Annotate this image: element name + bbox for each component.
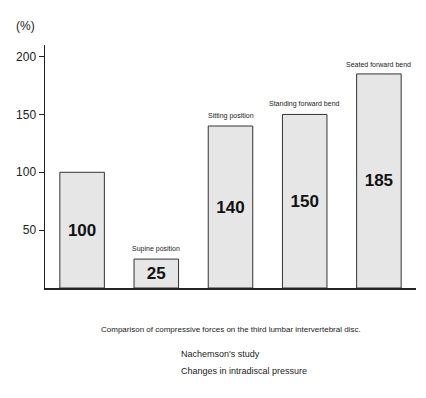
svg-text:Supine position: Supine position bbox=[132, 245, 180, 253]
svg-text:140: 140 bbox=[216, 198, 244, 217]
svg-text:Sitting position: Sitting position bbox=[208, 112, 254, 120]
svg-text:150: 150 bbox=[16, 108, 36, 122]
svg-text:Changes in intradiscal pressur: Changes in intradiscal pressure bbox=[181, 366, 307, 376]
svg-text:185: 185 bbox=[365, 171, 393, 190]
svg-text:150: 150 bbox=[291, 192, 319, 211]
svg-text:Standing forward bend: Standing forward bend bbox=[269, 100, 340, 108]
svg-text:Nachemson's study: Nachemson's study bbox=[181, 349, 260, 359]
svg-text:200: 200 bbox=[16, 50, 36, 64]
svg-text:100: 100 bbox=[16, 165, 36, 179]
svg-text:(%): (%) bbox=[16, 19, 35, 33]
svg-text:100: 100 bbox=[68, 221, 96, 240]
svg-text:25: 25 bbox=[147, 264, 166, 283]
svg-text:Seated forward bend: Seated forward bend bbox=[346, 61, 411, 68]
svg-text:Comparison of compressive forc: Comparison of compressive forces on the … bbox=[101, 325, 361, 334]
svg-text:50: 50 bbox=[23, 223, 37, 237]
